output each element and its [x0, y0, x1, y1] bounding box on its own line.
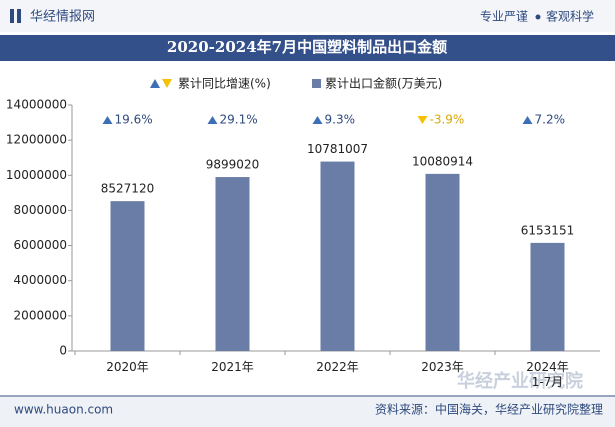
- x-tick-label: 2020年: [106, 360, 149, 374]
- logo-text: 华经情报网: [30, 10, 95, 25]
- bar: [110, 201, 145, 351]
- growth-label: 9.3%: [325, 113, 356, 127]
- x-tick-label: 2021年: [211, 360, 254, 374]
- value-label: 6153151: [521, 223, 574, 237]
- brand-watermark: 华经产业研究院: [457, 370, 583, 392]
- title-bar: [0, 35, 615, 61]
- bar: [425, 173, 460, 351]
- source: 资料来源：中国海关，华经产业研究院整理: [375, 402, 603, 417]
- bar: [320, 161, 355, 351]
- y-tick-label: 6000000: [14, 238, 67, 252]
- growth-marker: [207, 116, 218, 124]
- x-tick-label: 2024年 1-7月: [526, 360, 569, 389]
- value-label: 10080914: [412, 154, 473, 168]
- x-tick-label: 2022年: [316, 360, 359, 374]
- growth-label: 29.1%: [220, 113, 258, 127]
- y-tick-label: 10000000: [6, 168, 67, 182]
- y-tick-label: 0: [59, 344, 67, 358]
- bar: [215, 177, 250, 351]
- website: www.huaon.com: [14, 403, 113, 417]
- value-label: 10781007: [307, 142, 368, 156]
- value-label: 8527120: [101, 182, 154, 196]
- legend-icon-up: [150, 79, 160, 88]
- growth-label: 7.2%: [535, 113, 566, 127]
- x-tick-label: 2023年: [421, 360, 464, 374]
- logo-icon: [10, 9, 14, 23]
- slogan: 客观科学: [546, 9, 594, 24]
- growth-marker: [417, 116, 428, 124]
- slogan: 专业严谨: [480, 9, 528, 24]
- footer-bar: [0, 397, 615, 427]
- growth-marker: [522, 116, 533, 124]
- legend-icon: [312, 79, 321, 88]
- bar: [530, 242, 565, 351]
- growth-label: 19.6%: [115, 113, 153, 127]
- y-tick-label: 2000000: [14, 308, 67, 322]
- header-bar: [0, 0, 615, 32]
- y-tick-label: 14000000: [6, 98, 67, 112]
- legend-icon-down: [162, 79, 172, 88]
- value-label: 9899020: [206, 158, 259, 172]
- logo-icon: [17, 9, 21, 23]
- legend-label: 累计同比增速(%): [178, 77, 271, 91]
- legend-label: 累计出口金额(万美元): [325, 76, 442, 91]
- chart-title: 2020-2024年7月中国塑料制品出口金额: [167, 38, 447, 56]
- y-tick-label: 12000000: [6, 133, 67, 147]
- y-tick-label: 8000000: [14, 203, 67, 217]
- growth-marker: [312, 116, 323, 124]
- growth-label: -3.9%: [430, 113, 465, 127]
- growth-marker: [102, 116, 113, 124]
- y-tick-label: 4000000: [14, 273, 67, 287]
- slogan-dot: [535, 14, 541, 20]
